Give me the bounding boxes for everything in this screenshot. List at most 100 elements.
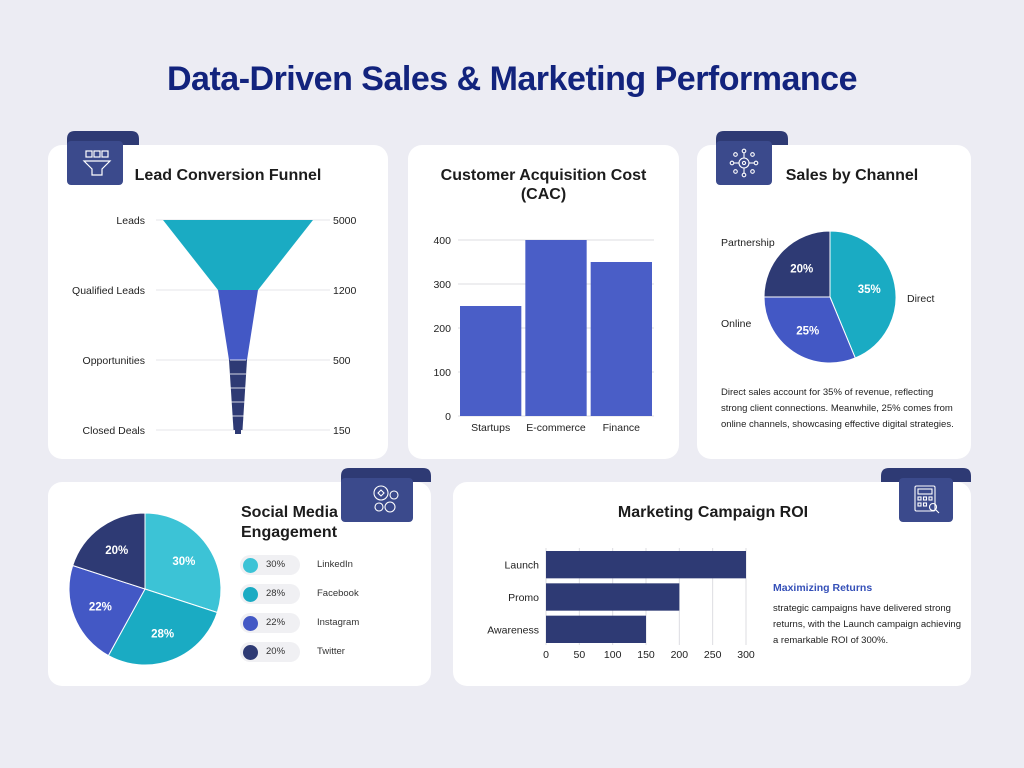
social-legend-percent: 28% [266, 588, 286, 599]
roi-note-line: a remarkable ROI of 300%. [773, 635, 889, 646]
funnel-card: Lead Conversion Funnel Leads 5000 Qualifie… [48, 145, 388, 459]
roi-card: Marketing Campaign ROI 0 50 100 150 200 250 30… [453, 482, 971, 686]
social-slice-facebook [107, 588, 218, 666]
roi-bar [546, 583, 680, 611]
leads-team-icon [82, 150, 112, 176]
channel-card-title: Sales by Channel [785, 167, 919, 184]
social-legend-name: LinkedIn [317, 559, 353, 570]
channel-badge [716, 131, 788, 185]
channel-slice-label: 20% [790, 264, 813, 276]
cac-card: Customer Acquisition Cost (CAC) 0 100 200 3… [408, 145, 679, 459]
channel-desc-line: online channels, showcasing effective di… [721, 419, 954, 430]
cac-bar [590, 262, 652, 416]
channel-legend-partnership: Partnership [721, 237, 775, 249]
social-slice-label: 22% [89, 602, 112, 614]
social-legend-item: 30% [240, 555, 300, 575]
social-legend-percent: 20% [266, 646, 286, 657]
calculator-icon [914, 485, 940, 514]
social-reactions-icon [373, 485, 399, 513]
funnel-chart: Leads 5000 Qualified Leads 1200 Opportunitie… [72, 215, 357, 437]
social-card: Social Media Engagement 30% 28% 22% 20% [48, 482, 431, 686]
funnel-stage-label: Qualified Leads [72, 285, 145, 297]
cac-bar [525, 240, 587, 416]
social-legend-name: Facebook [317, 588, 359, 599]
social-legend-percent: 22% [266, 617, 286, 628]
social-legend-percent: 30% [266, 559, 286, 570]
channel-legend-online: Online [721, 318, 752, 330]
cac-y-tick: 300 [433, 279, 451, 291]
cac-bar-chart: 0 100 200 300 400 Startups E-commerce Finance [433, 235, 654, 434]
cac-x-tick: Startups [471, 422, 510, 434]
social-badge [341, 468, 431, 522]
cac-y-tick: 400 [433, 235, 451, 247]
cac-y-tick: 200 [433, 323, 451, 335]
channel-description: Direct sales account for 35% of revenue,… [721, 385, 961, 433]
roi-x-tick: 250 [704, 649, 722, 661]
roi-y-tick: Promo [508, 592, 539, 604]
roi-note-line: returns, with the Launch campaign achiev… [773, 619, 962, 630]
cac-card-title-line1: Customer Acquisition Cost [440, 167, 647, 184]
roi-x-tick: 150 [637, 649, 655, 661]
funnel-stage-value: 150 [333, 425, 351, 437]
roi-note: strategic campaigns have delivered stron… [773, 601, 963, 649]
social-legend-name: Instagram [317, 617, 360, 628]
channel-slice-label: 35% [858, 284, 881, 296]
roi-x-tick: 50 [573, 649, 585, 661]
social-pie-chart: 30% 28% 22% 20% [68, 512, 222, 666]
funnel-segment-leads [163, 220, 313, 290]
roi-x-tick: 300 [737, 649, 755, 661]
cac-x-tick: Finance [603, 422, 641, 434]
social-legend-swatch [243, 557, 258, 573]
channel-slice-online [763, 296, 856, 364]
funnel-stage-value: 5000 [333, 215, 357, 227]
cac-card-title-line2: (CAC) [520, 186, 567, 203]
funnel-stage-label: Opportunities [83, 355, 145, 367]
roi-x-tick: 100 [604, 649, 622, 661]
cac-y-tick: 100 [433, 367, 451, 379]
social-slice-label: 30% [172, 556, 195, 568]
channel-pie-chart: 35% 25% 20% Direct Online Partnership [721, 230, 935, 364]
network-icon [729, 148, 759, 178]
social-slice-label: 20% [105, 545, 128, 557]
roi-y-tick: Launch [505, 560, 540, 572]
channel-slice-partnership [763, 230, 831, 298]
channel-desc-line: strong client connections. Meanwhile, 25… [721, 403, 953, 414]
social-slice-label: 28% [151, 629, 174, 641]
channel-desc-line: Direct sales account for 35% of revenue,… [721, 387, 934, 398]
social-legend-swatch [243, 615, 258, 631]
roi-x-tick: 200 [671, 649, 689, 661]
roi-bar [546, 551, 746, 579]
funnel-segment-qualified-leads [218, 290, 258, 360]
funnel-badge [67, 131, 139, 185]
roi-x-tick: 0 [543, 649, 549, 661]
roi-note-heading: Maximizing Returns [773, 582, 873, 594]
roi-note-line: strategic campaigns have delivered stron… [773, 603, 951, 614]
cac-bar [460, 306, 522, 416]
social-legend-item: 20% [240, 642, 300, 662]
funnel-segment-opportunities [229, 360, 247, 430]
funnel-card-title: Lead Conversion Funnel [134, 167, 322, 184]
social-legend-swatch [243, 586, 258, 602]
page-title: Data-Driven Sales & Marketing Performanc… [167, 60, 857, 98]
roi-bar-chart: 0 50 100 150 200 250 300 Launch Promo Awareness [487, 548, 755, 661]
funnel-stage-label: Leads [116, 215, 145, 227]
channel-slice-direct [829, 230, 897, 359]
roi-bar [546, 615, 646, 643]
channel-slice-label: 25% [796, 325, 819, 337]
social-legend-swatch [243, 644, 258, 660]
social-slice-instagram [68, 564, 146, 657]
social-slice-linkedin [144, 512, 222, 614]
cac-x-tick: E-commerce [526, 422, 586, 434]
social-card-title-line2: Engagement [241, 524, 338, 541]
cac-y-tick: 0 [445, 411, 451, 423]
social-card-title-line1: Social Media [241, 504, 338, 521]
roi-y-tick: Awareness [487, 624, 539, 636]
social-legend-name: Twitter [317, 646, 345, 657]
funnel-stage-value: 500 [333, 355, 351, 367]
roi-badge [881, 468, 971, 522]
social-legend-item: 28% [240, 584, 300, 604]
channel-card: Sales by Channel 35% 25% 20% Direct Online Pa… [697, 145, 971, 459]
funnel-stage-label: Closed Deals [83, 425, 145, 437]
funnel-stage-value: 1200 [333, 285, 357, 297]
roi-card-title: Marketing Campaign ROI [617, 504, 809, 521]
